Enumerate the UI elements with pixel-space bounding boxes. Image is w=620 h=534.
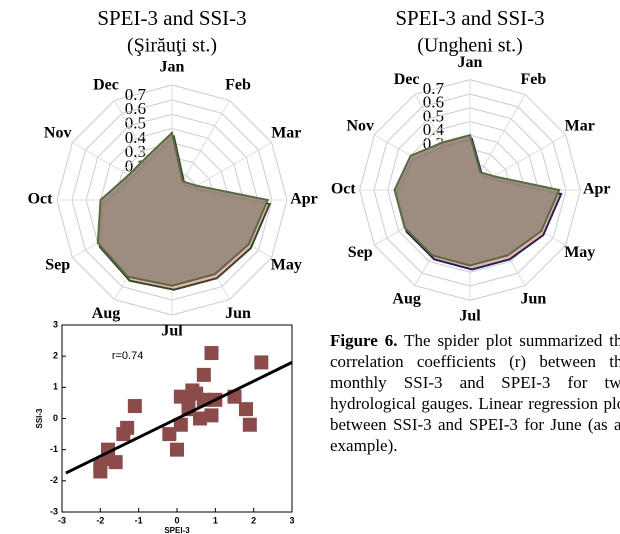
category-label: Nov [44, 125, 72, 142]
y-axis-label: SSI-3 [35, 408, 44, 429]
point [242, 417, 257, 432]
caption-text: The spider plot summarized the correlati… [330, 331, 620, 455]
category-label: Aug [92, 305, 120, 322]
category-label: Jan [160, 59, 185, 76]
category-label: Oct [331, 181, 357, 198]
r-tick-label: 0.4 [423, 120, 445, 139]
point [108, 455, 123, 470]
category-label: Oct [28, 191, 54, 208]
radar-area [96, 130, 270, 287]
caption-box: Figure 6. The spider plot summarized the… [330, 330, 620, 530]
category-label: Apr [583, 181, 611, 198]
point [162, 427, 177, 442]
r-tick-label: 0.7 [423, 79, 445, 98]
category-label: Jun [520, 290, 546, 307]
caption: Figure 6. The spider plot summarized the… [330, 330, 620, 456]
chart-title: SPEI-3 and SSI-3 [97, 6, 246, 30]
point [120, 420, 135, 435]
radar-area [393, 133, 561, 267]
fit-line [65, 361, 293, 475]
category-label: Feb [225, 76, 251, 93]
r-tick-label: 0.5 [423, 106, 444, 125]
category-label: Sep [348, 244, 373, 261]
x-tick-label: 1 [213, 515, 218, 525]
r-tick-label: 0.6 [423, 93, 444, 112]
point [204, 346, 219, 361]
category-label: Mar [565, 117, 595, 134]
y-tick-label: -1 [50, 444, 58, 454]
chart-subtitle: (Ungheni st.) [417, 35, 523, 57]
point [204, 408, 219, 423]
point [181, 395, 196, 410]
x-tick-label: 2 [251, 515, 256, 525]
y-tick-label: -3 [50, 506, 58, 516]
point [170, 442, 184, 457]
point [254, 355, 269, 370]
point [193, 411, 207, 426]
point [239, 402, 253, 417]
x-tick-label: -1 [135, 515, 143, 525]
x-tick-label: 3 [289, 515, 294, 525]
point [196, 367, 211, 382]
r-tick-label: 0.6 [125, 99, 146, 118]
point [127, 399, 142, 414]
y-tick-label: -2 [50, 475, 58, 485]
r-tick-label: 0.7 [125, 85, 147, 104]
chart-title: SPEI-3 and SSI-3 [395, 6, 544, 30]
category-label: Jul [161, 323, 183, 340]
category-label: Dec [394, 71, 420, 88]
category-label: Apr [290, 191, 318, 208]
x-tick-label: 0 [174, 515, 179, 525]
category-label: Nov [346, 117, 374, 134]
category-label: Mar [271, 125, 301, 142]
y-tick-label: 3 [53, 319, 58, 329]
category-label: May [564, 244, 595, 261]
y-tick-label: 2 [53, 351, 58, 361]
r-tick-label: 0.3 [125, 142, 146, 161]
x-tick-label: -2 [96, 515, 104, 525]
category-label: Aug [392, 290, 420, 307]
category-label: Sep [45, 257, 70, 274]
category-label: May [271, 257, 302, 274]
category-label: Jan [458, 54, 483, 71]
point [173, 417, 188, 432]
category-label: Jul [459, 307, 481, 324]
annotation: r=0.74 [112, 350, 144, 362]
y-tick-label: 0 [53, 413, 58, 423]
category-label: Dec [93, 76, 119, 93]
category-label: Feb [520, 71, 546, 88]
chart-subtitle: (Şirăuţi st.) [127, 35, 217, 57]
y-tick-label: 1 [53, 382, 58, 392]
x-tick-label: -3 [58, 515, 66, 525]
caption-label: Figure 6. [330, 331, 398, 350]
x-axis-label: SPEI-3 [164, 526, 190, 534]
category-label: Jun [225, 305, 251, 322]
